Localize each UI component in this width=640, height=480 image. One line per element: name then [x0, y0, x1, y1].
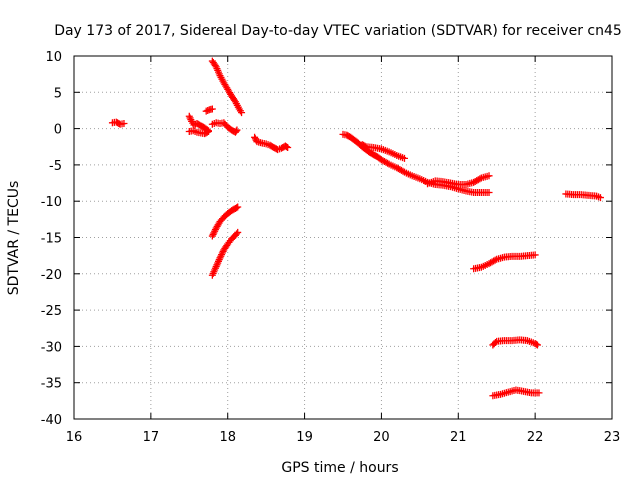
y-axis-ticks: 10 5 0 -5 -10 -15 -20 -25 -30 -35 -40 [41, 50, 612, 428]
data-point-marker [238, 109, 246, 117]
y-tick-label: -30 [41, 340, 62, 355]
data-point-marker [233, 230, 241, 238]
y-tick-label: 0 [54, 123, 62, 138]
data-point-marker [485, 172, 493, 180]
data-point-marker [535, 389, 543, 397]
data-point-marker [476, 175, 484, 183]
data-point-marker [209, 230, 217, 238]
y-tick-label: -35 [41, 377, 62, 392]
data-point-marker [120, 120, 128, 128]
data-point-marker [218, 249, 226, 257]
x-axis-label: GPS time / hours [281, 460, 398, 476]
y-tick-label: -25 [41, 304, 62, 319]
x-tick-label: 20 [373, 430, 390, 445]
grid-lines [74, 56, 612, 419]
data-point-marker [202, 107, 210, 115]
data-points [108, 57, 604, 400]
data-point-marker [216, 254, 224, 262]
data-point-marker [208, 105, 216, 113]
y-tick-label: 5 [54, 86, 62, 101]
data-point-marker [485, 188, 493, 196]
data-point-marker [491, 256, 499, 264]
data-point-marker [208, 232, 216, 240]
x-tick-label: 19 [296, 430, 313, 445]
data-point-marker [232, 127, 240, 135]
x-axis-ticks: 16 17 18 19 20 21 22 23 [66, 56, 621, 445]
x-tick-label: 16 [66, 430, 83, 445]
data-point-marker [217, 252, 225, 260]
data-point-marker [233, 204, 241, 212]
data-point-marker [531, 251, 539, 259]
y-axis-label: SDTVAR / TECUs [6, 181, 22, 296]
chart-title: Day 173 of 2017, Sidereal Day-to-day VTE… [54, 23, 622, 39]
data-point-marker [233, 126, 241, 134]
data-point-marker [532, 340, 540, 348]
data-point-marker [203, 128, 211, 136]
data-point-marker [234, 203, 242, 211]
x-tick-label: 22 [527, 430, 544, 445]
data-point-marker [533, 341, 541, 349]
x-tick-label: 18 [219, 430, 236, 445]
data-point-marker [596, 194, 604, 202]
data-point-marker [204, 106, 212, 114]
y-tick-label: -40 [41, 413, 62, 428]
x-tick-label: 21 [450, 430, 467, 445]
data-point-marker [491, 339, 499, 347]
x-tick-label: 17 [143, 430, 160, 445]
data-point-marker [211, 227, 219, 235]
y-tick-label: -10 [41, 195, 62, 210]
data-point-marker [210, 229, 218, 237]
data-point-marker [234, 228, 242, 236]
data-point-marker [218, 251, 226, 259]
data-point-marker [361, 142, 369, 150]
data-point-marker [283, 143, 291, 151]
x-tick-label: 23 [604, 430, 621, 445]
y-tick-label: -20 [41, 268, 62, 283]
y-tick-label: -15 [41, 232, 62, 247]
data-point-marker [284, 143, 292, 151]
data-point-marker [205, 128, 212, 136]
data-point-marker [400, 154, 408, 162]
y-tick-label: 10 [45, 50, 62, 65]
y-tick-label: -5 [49, 159, 62, 174]
